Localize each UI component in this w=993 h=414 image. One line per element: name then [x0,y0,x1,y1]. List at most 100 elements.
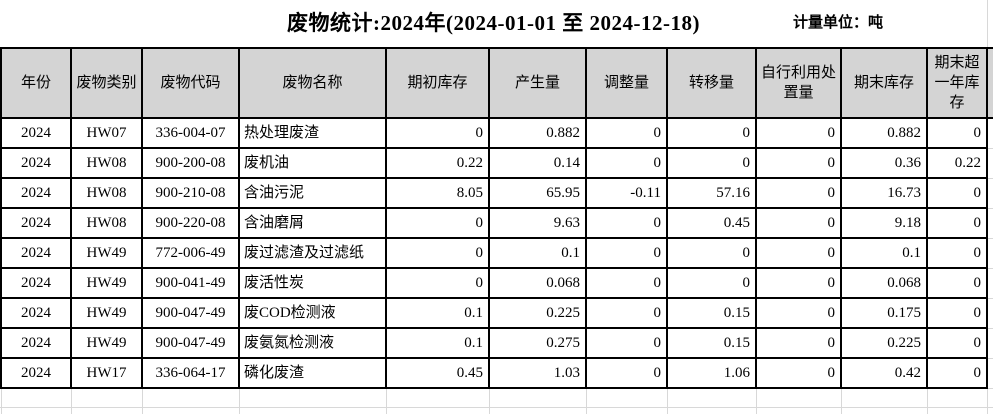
cell-transferred-amount[interactable]: 0 [668,119,757,149]
cell-generated-amount[interactable]: 0.275 [490,329,587,359]
cell-year[interactable]: 2024 [2,269,72,299]
cell-self-disposal-amount[interactable]: 0 [757,119,842,149]
cell-waste-category[interactable]: HW49 [72,329,143,359]
cell-over-one-year-stock[interactable]: 0 [928,269,988,299]
cell-opening-stock[interactable]: 0 [387,269,490,299]
cell-self-disposal-amount[interactable]: 0 [757,359,842,389]
cell-transferred-amount[interactable]: 0 [668,149,757,179]
cell-waste-category[interactable]: HW49 [72,299,143,329]
header-cell-generated-amount[interactable]: 产生量 [490,49,587,119]
cell-waste-category[interactable]: HW08 [72,149,143,179]
cell-adjusted-amount[interactable]: 0 [587,119,668,149]
cell-opening-stock[interactable]: 0.1 [387,329,490,359]
cell-opening-stock[interactable]: 0 [387,119,490,149]
cell-over-one-year-stock[interactable]: 0 [928,329,988,359]
cell-closing-stock[interactable]: 0.1 [842,239,928,269]
cell-generated-amount[interactable]: 0.068 [490,269,587,299]
cell-transferred-amount[interactable]: 0.15 [668,299,757,329]
cell-generated-amount[interactable]: 0.882 [490,119,587,149]
cell-waste-category[interactable]: HW08 [72,179,143,209]
cell-over-one-year-stock[interactable]: 0.22 [928,149,988,179]
cell-self-disposal-amount[interactable]: 0 [757,299,842,329]
cell-adjusted-amount[interactable]: 0 [587,239,668,269]
cell-over-one-year-stock[interactable]: 0 [928,209,988,239]
header-cell-closing-stock[interactable]: 期末库存 [842,49,928,119]
cell-closing-stock[interactable]: 16.73 [842,179,928,209]
header-cell-waste-name[interactable]: 废物名称 [240,49,387,119]
cell-opening-stock[interactable]: 0 [387,239,490,269]
cell-generated-amount[interactable]: 0.225 [490,299,587,329]
header-cell-opening-stock[interactable]: 期初库存 [387,49,490,119]
cell-waste-category[interactable]: HW49 [72,269,143,299]
cell-closing-stock[interactable]: 0.882 [842,119,928,149]
cell-waste-code[interactable]: 900-041-49 [143,269,240,299]
cell-self-disposal-amount[interactable]: 0 [757,179,842,209]
header-cell-year[interactable]: 年份 [2,49,72,119]
cell-adjusted-amount[interactable]: 0 [587,329,668,359]
cell-closing-stock[interactable]: 0.068 [842,269,928,299]
cell-year[interactable]: 2024 [2,149,72,179]
cell-waste-name[interactable]: 含油磨屑 [240,209,387,239]
cell-waste-code[interactable]: 900-200-08 [143,149,240,179]
cell-year[interactable]: 2024 [2,209,72,239]
cell-year[interactable]: 2024 [2,329,72,359]
cell-waste-code[interactable]: 336-064-17 [143,359,240,389]
cell-generated-amount[interactable]: 9.63 [490,209,587,239]
cell-waste-category[interactable]: HW07 [72,119,143,149]
cell-transferred-amount[interactable]: 0 [668,269,757,299]
header-cell-over-one-year-stock[interactable]: 期末超一年库存 [928,49,988,119]
cell-over-one-year-stock[interactable]: 0 [928,239,988,269]
cell-waste-category[interactable]: HW49 [72,239,143,269]
cell-over-one-year-stock[interactable]: 0 [928,179,988,209]
cell-year[interactable]: 2024 [2,179,72,209]
cell-generated-amount[interactable]: 0.1 [490,239,587,269]
cell-self-disposal-amount[interactable]: 0 [757,239,842,269]
cell-year[interactable]: 2024 [2,119,72,149]
cell-waste-code[interactable]: 900-210-08 [143,179,240,209]
cell-self-disposal-amount[interactable]: 0 [757,209,842,239]
cell-transferred-amount[interactable]: 0.45 [668,209,757,239]
cell-closing-stock[interactable]: 0.42 [842,359,928,389]
header-cell-waste-category[interactable]: 废物类别 [72,49,143,119]
header-cell-adjusted-amount[interactable]: 调整量 [587,49,668,119]
cell-adjusted-amount[interactable]: 0 [587,149,668,179]
cell-adjusted-amount[interactable]: -0.11 [587,179,668,209]
cell-over-one-year-stock[interactable]: 0 [928,299,988,329]
cell-self-disposal-amount[interactable]: 0 [757,329,842,359]
cell-closing-stock[interactable]: 0.36 [842,149,928,179]
cell-waste-category[interactable]: HW17 [72,359,143,389]
cell-transferred-amount[interactable]: 57.16 [668,179,757,209]
cell-waste-name[interactable]: 废COD检测液 [240,299,387,329]
cell-closing-stock[interactable]: 0.225 [842,329,928,359]
cell-opening-stock[interactable]: 0 [387,209,490,239]
cell-transferred-amount[interactable]: 0.15 [668,329,757,359]
header-cell-waste-code[interactable]: 废物代码 [143,49,240,119]
cell-year[interactable]: 2024 [2,239,72,269]
cell-adjusted-amount[interactable]: 0 [587,269,668,299]
cell-opening-stock[interactable]: 0.45 [387,359,490,389]
cell-transferred-amount[interactable]: 0 [668,239,757,269]
cell-transferred-amount[interactable]: 1.06 [668,359,757,389]
header-cell-self-disposal-amount[interactable]: 自行利用处置量 [757,49,842,119]
cell-year[interactable]: 2024 [2,359,72,389]
cell-year[interactable]: 2024 [2,299,72,329]
cell-adjusted-amount[interactable]: 0 [587,299,668,329]
cell-waste-name[interactable]: 废机油 [240,149,387,179]
cell-closing-stock[interactable]: 9.18 [842,209,928,239]
cell-generated-amount[interactable]: 0.14 [490,149,587,179]
cell-over-one-year-stock[interactable]: 0 [928,119,988,149]
cell-waste-name[interactable]: 热处理废渣 [240,119,387,149]
cell-waste-name[interactable]: 废过滤渣及过滤纸 [240,239,387,269]
cell-waste-code[interactable]: 900-047-49 [143,299,240,329]
cell-self-disposal-amount[interactable]: 0 [757,269,842,299]
cell-opening-stock[interactable]: 0.22 [387,149,490,179]
cell-self-disposal-amount[interactable]: 0 [757,149,842,179]
cell-closing-stock[interactable]: 0.175 [842,299,928,329]
cell-waste-name[interactable]: 废氨氮检测液 [240,329,387,359]
cell-generated-amount[interactable]: 1.03 [490,359,587,389]
cell-waste-code[interactable]: 900-047-49 [143,329,240,359]
cell-over-one-year-stock[interactable]: 0 [928,359,988,389]
cell-waste-name[interactable]: 磷化废渣 [240,359,387,389]
cell-generated-amount[interactable]: 65.95 [490,179,587,209]
cell-waste-name[interactable]: 废活性炭 [240,269,387,299]
